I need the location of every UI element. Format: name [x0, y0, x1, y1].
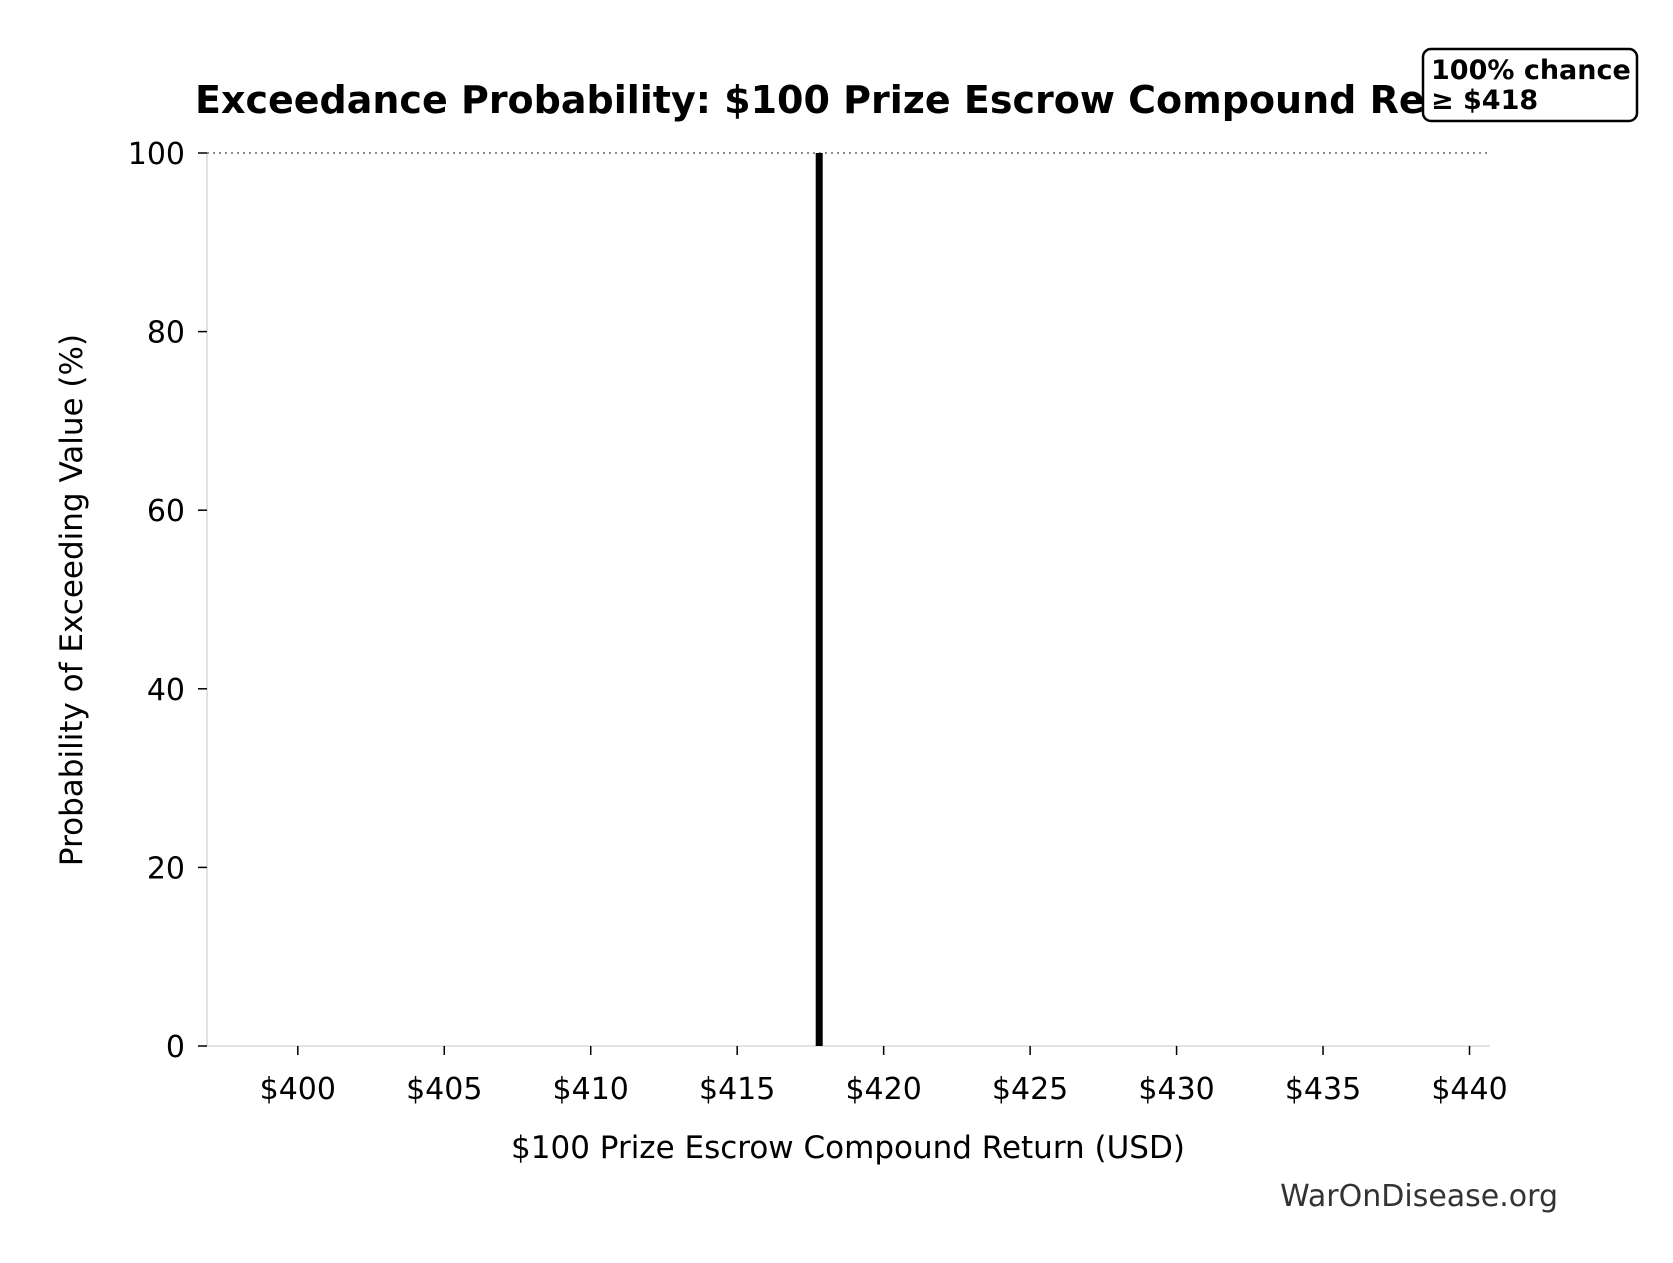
x-tick-label: $405 — [406, 1072, 482, 1107]
x-tick-label: $430 — [1138, 1072, 1214, 1107]
chart-title: Exceedance Probability: $100 Prize Escro… — [195, 78, 1516, 122]
x-tick-label: $415 — [699, 1072, 775, 1107]
annotation-callout: 100% chance ≥ $418 — [1421, 47, 1639, 123]
annotation-box — [1421, 47, 1639, 123]
y-tick-label: 60 — [147, 494, 185, 529]
annotation-line-1: 100% chance — [1431, 55, 1631, 86]
x-tick-label: $400 — [260, 1072, 336, 1107]
y-tick-label: 20 — [147, 851, 185, 886]
y-tick-label: 100 — [128, 137, 185, 172]
y-axis-label: Probability of Exceeding Value (%) — [54, 334, 90, 866]
watermark: WarOnDisease.org — [1280, 1179, 1558, 1214]
x-tick-label: $435 — [1285, 1072, 1361, 1107]
x-tick-label: $420 — [845, 1072, 921, 1107]
y-tick-label: 80 — [147, 316, 185, 351]
annotation-line-2: ≥ $418 — [1431, 85, 1538, 116]
plot-frame — [206, 153, 1490, 1047]
y-tick-label: 0 — [166, 1030, 185, 1065]
x-tick-label: $440 — [1431, 1072, 1507, 1107]
x-tick-label: $425 — [992, 1072, 1068, 1107]
y-ticks: 0 20 40 60 80 100 — [128, 137, 207, 1065]
x-axis-label: $100 Prize Escrow Compound Return (USD) — [511, 1130, 1185, 1166]
x-tick-label: $410 — [553, 1072, 629, 1107]
y-tick-label: 40 — [147, 673, 185, 708]
x-ticks: $400 $405 $410 $415 $420 $425 $430 $435 $440 — [260, 1046, 1508, 1107]
